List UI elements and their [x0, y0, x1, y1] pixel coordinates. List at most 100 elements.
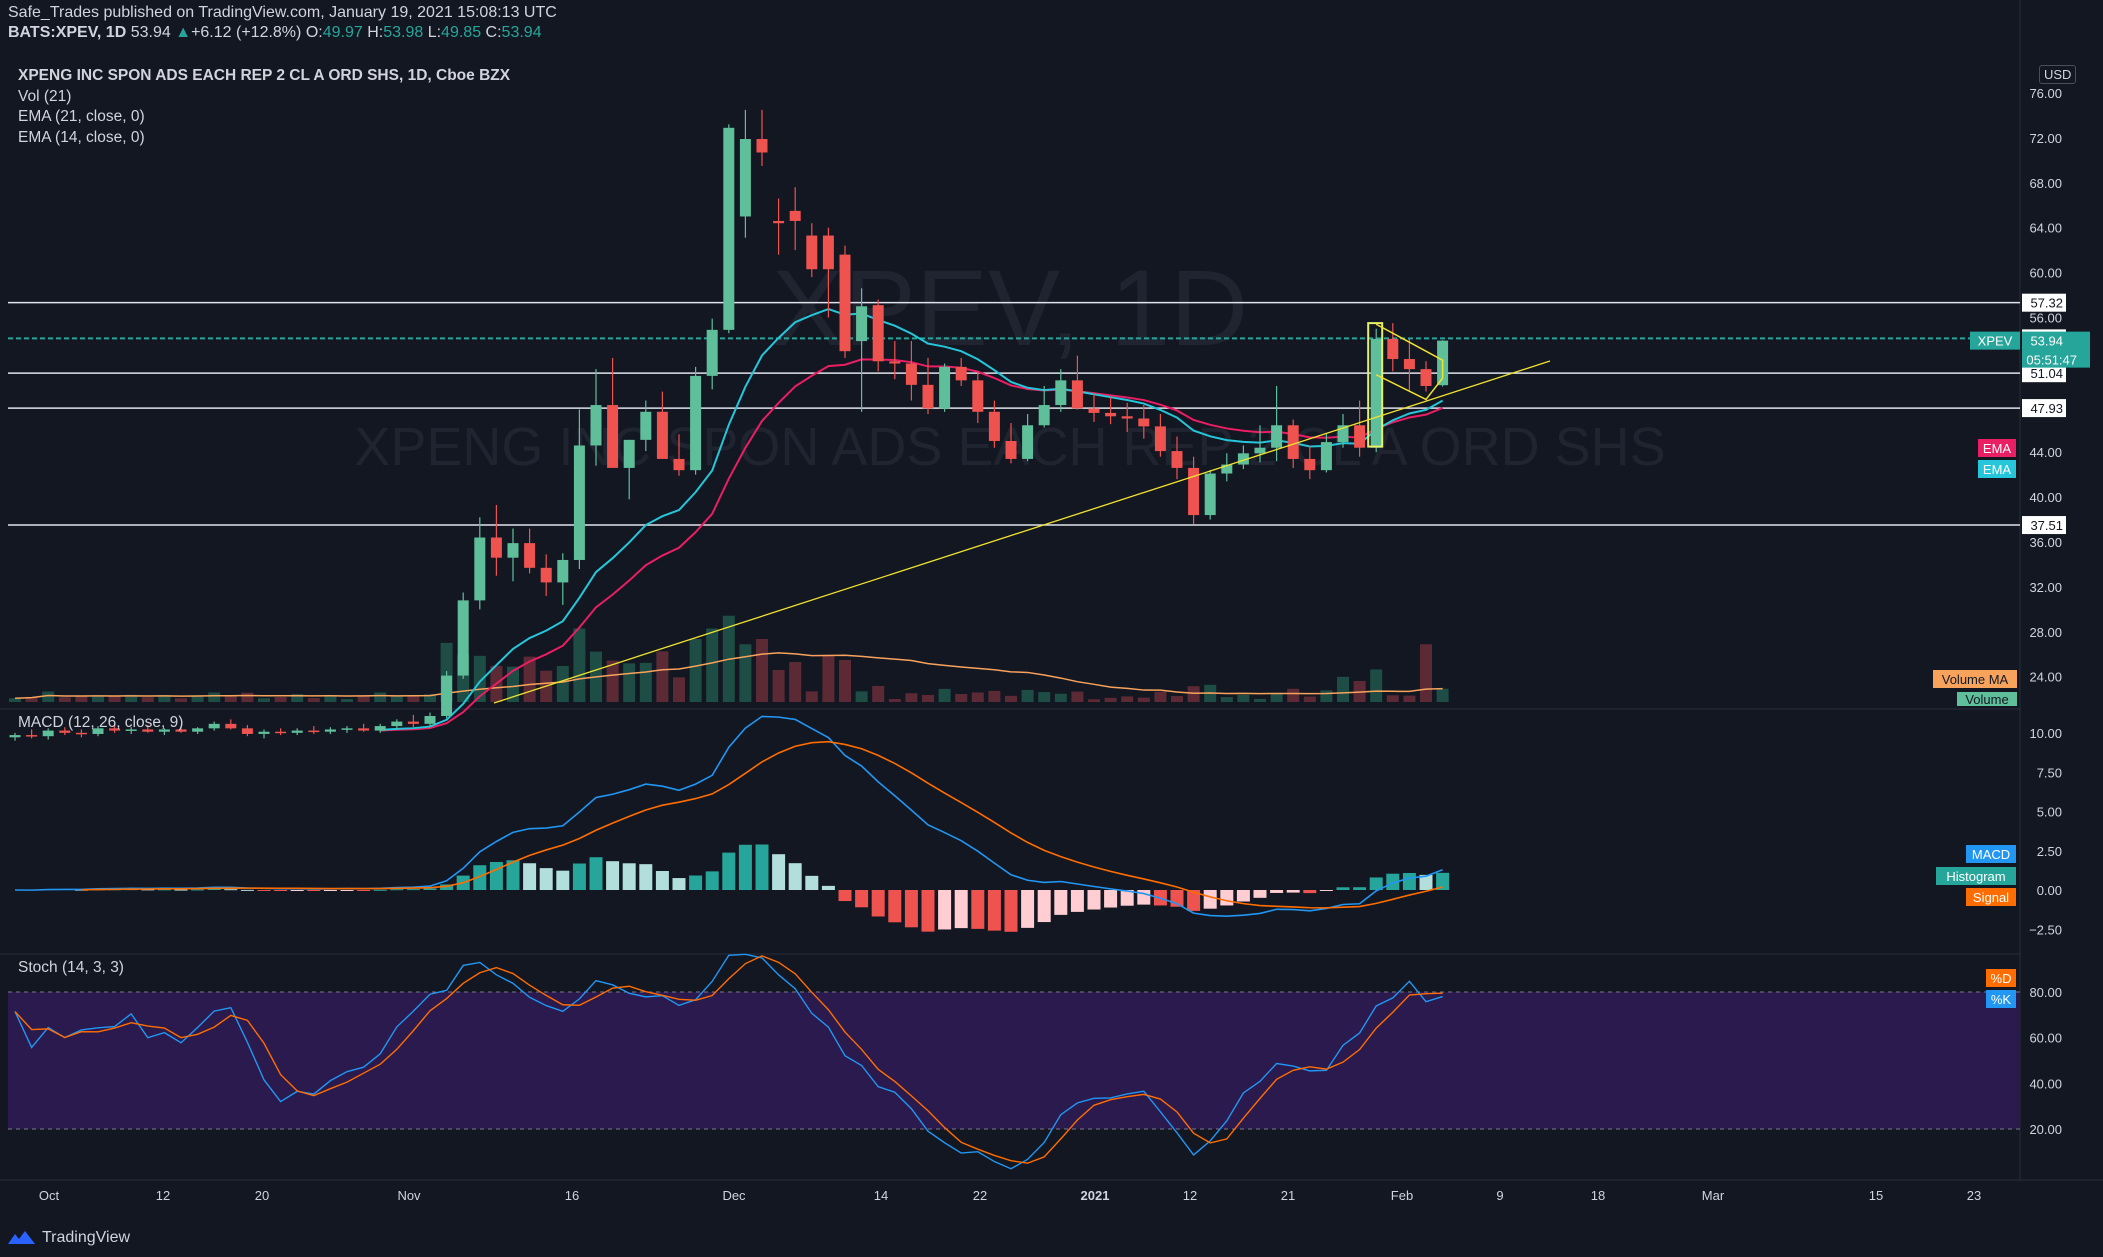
candle-body [391, 721, 403, 727]
candle-body [1088, 408, 1100, 413]
candle-body [1204, 473, 1216, 516]
volume-bar [141, 697, 154, 702]
candle-body [142, 729, 154, 732]
candle-body [1287, 425, 1299, 459]
volume-bar [1038, 692, 1051, 702]
candle-body [673, 458, 685, 471]
volume-bar [1337, 676, 1349, 702]
macd-histogram-bar [191, 889, 205, 891]
time-tick: 23 [1967, 1188, 1981, 1203]
candle-body [241, 728, 253, 734]
candle-body [939, 366, 951, 409]
candle-body [358, 728, 370, 731]
macd-histogram-bar [1087, 890, 1101, 910]
macd-histogram-bar [307, 890, 321, 891]
candle-body [524, 543, 536, 568]
publisher-line: Safe_Trades published on TradingView.com… [8, 4, 557, 21]
macd-histogram-bar [141, 889, 155, 891]
time-tick: Oct [39, 1188, 60, 1203]
volume-bar [1121, 696, 1134, 702]
macd-histogram-bar [938, 890, 952, 930]
macd-histogram-bar [589, 857, 603, 890]
time-tick: 9 [1496, 1188, 1503, 1203]
candle-body [1038, 405, 1050, 426]
volume-bar [739, 644, 752, 702]
candle-body [988, 411, 1000, 441]
candle-body [1387, 338, 1399, 360]
macd-histogram-bar [207, 889, 221, 891]
time-tick: 15 [1869, 1188, 1883, 1203]
volume-bar [623, 663, 636, 702]
macd-histogram-bar [440, 884, 454, 890]
macd-histogram-bar [1187, 890, 1201, 911]
macd-histogram-bar [722, 852, 736, 890]
volume-bar [1054, 693, 1067, 702]
candle-body [490, 537, 502, 558]
volume-bar [390, 695, 403, 702]
stoch-tick: 20.00 [2029, 1122, 2062, 1137]
volume-tag: Volume [1965, 692, 2008, 707]
stoch-band [8, 992, 2020, 1129]
candle-body [1105, 412, 1117, 417]
volume-bar [955, 694, 968, 702]
volume-bar [374, 692, 387, 702]
volume-bar [1386, 695, 1399, 702]
volume-bar [92, 695, 104, 702]
candle-body [1188, 467, 1200, 516]
volume-bar [25, 696, 38, 702]
candle-body [158, 729, 170, 732]
macd-histogram-bar [1419, 874, 1433, 890]
volume-bar [291, 694, 304, 702]
volume-bar [805, 691, 818, 702]
volume-bar [839, 660, 851, 702]
macd-histogram-bar [888, 890, 902, 923]
macd-histogram-bar [1319, 890, 1333, 891]
time-tick: 12 [156, 1188, 170, 1203]
candle-body [806, 235, 818, 270]
currency-button[interactable]: USD [2039, 65, 2077, 84]
candle-body [839, 254, 851, 352]
price-tick: 68.00 [2029, 176, 2062, 191]
macd-histogram-bar [1369, 877, 1383, 890]
macd-histogram-bar [655, 871, 669, 890]
macd-histogram-bar [1386, 873, 1400, 890]
macd-tag-bg [1966, 845, 2016, 863]
tradingview-icon [8, 1231, 35, 1244]
candle-body [690, 375, 702, 471]
macd-tick: 2.50 [2037, 844, 2062, 859]
level-tag-bg [2022, 516, 2066, 535]
candle-body [955, 366, 967, 381]
macd-histogram-bar [506, 860, 520, 890]
main-legend: XPENG INC SPON ADS EACH REP 2 CL A ORD S… [18, 66, 510, 148]
candle-body [441, 675, 453, 716]
candle-body [972, 380, 984, 412]
macd-histogram-bar [323, 890, 337, 891]
macd-histogram-bar [705, 871, 719, 890]
price-tick: 36.00 [2029, 535, 2062, 550]
macd-histogram-bar [373, 889, 387, 891]
candle-body [324, 729, 336, 732]
price-tick: 24.00 [2029, 670, 2062, 685]
macd-histogram-bar [1070, 890, 1084, 912]
candle-body [1071, 380, 1083, 409]
level-tag: 57.32 [2030, 296, 2063, 311]
countdown-tag: 05:51:47 [2026, 353, 2077, 368]
macd-histogram-bar [357, 890, 371, 891]
volume-bar [888, 698, 901, 702]
ema14-line [380, 308, 1444, 731]
macd-histogram-bar [606, 861, 620, 890]
volume-bar [772, 670, 785, 702]
volume-bar [407, 695, 420, 702]
ema21-line [380, 358, 1443, 732]
macd-histogram-bar [772, 854, 786, 890]
candle-body [905, 363, 917, 385]
candle-body [308, 730, 320, 733]
candle-body [1171, 451, 1183, 468]
tradingview-logo[interactable]: TradingView [8, 1229, 130, 1247]
signal-line [81, 740, 1443, 909]
volume-bar [241, 692, 254, 702]
ema-tag-bg [1978, 460, 2016, 478]
candle-body [507, 543, 519, 558]
volume-bar [473, 655, 486, 702]
